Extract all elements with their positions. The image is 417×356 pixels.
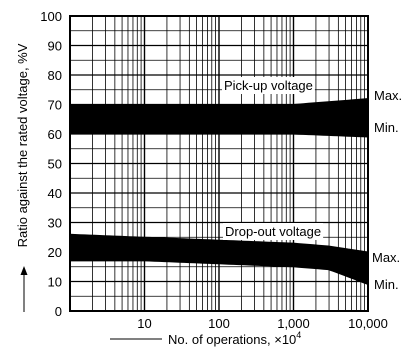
drop-name-bg bbox=[223, 223, 324, 240]
x-tick-label: 1,000 bbox=[277, 316, 310, 331]
x-axis-label: No. of operations, ×104 bbox=[168, 330, 301, 347]
pickup-band-label: Pick-up voltage bbox=[224, 78, 313, 93]
band-0 bbox=[69, 98, 369, 138]
y-tick-label: 80 bbox=[48, 68, 62, 83]
y-tick-label: 10 bbox=[48, 275, 62, 290]
x-tick-label: 100 bbox=[208, 316, 230, 331]
y-tick-label: 60 bbox=[48, 127, 62, 142]
tick-labels: 0 10 20 30 40 50 60 70 80 90 100 10 100 1,000 10,000 bbox=[40, 9, 388, 331]
x-tick-label: 10 bbox=[137, 316, 151, 331]
y-tick-label: 40 bbox=[48, 186, 62, 201]
pickup-name-bg bbox=[222, 77, 315, 94]
pickup-max-label: Max. bbox=[374, 88, 402, 103]
y-tick-label: 100 bbox=[40, 9, 62, 24]
y-tick-label: 50 bbox=[48, 157, 62, 172]
dropout-max-label: Max. bbox=[372, 250, 400, 265]
dropout-min-label: Min. bbox=[374, 277, 399, 292]
y-axis-arrow bbox=[20, 266, 28, 312]
y-tick-label: 90 bbox=[48, 39, 62, 54]
x-axis-label-exponent: 4 bbox=[296, 330, 301, 340]
y-tick-label: 20 bbox=[48, 245, 62, 260]
x-tick-label: 10,000 bbox=[348, 316, 388, 331]
dropout-band-label: Drop-out voltage bbox=[225, 224, 321, 239]
y-axis-label: Ratio against the rated voltage, %V bbox=[15, 43, 30, 247]
y-tick-label: 30 bbox=[48, 216, 62, 231]
y-tick-label: 0 bbox=[55, 304, 62, 319]
x-axis-label-text: No. of operations, ×10 bbox=[168, 332, 296, 347]
y-tick-label: 70 bbox=[48, 98, 62, 113]
pickup-min-label: Min. bbox=[374, 120, 399, 135]
plot-frame bbox=[69, 15, 369, 312]
